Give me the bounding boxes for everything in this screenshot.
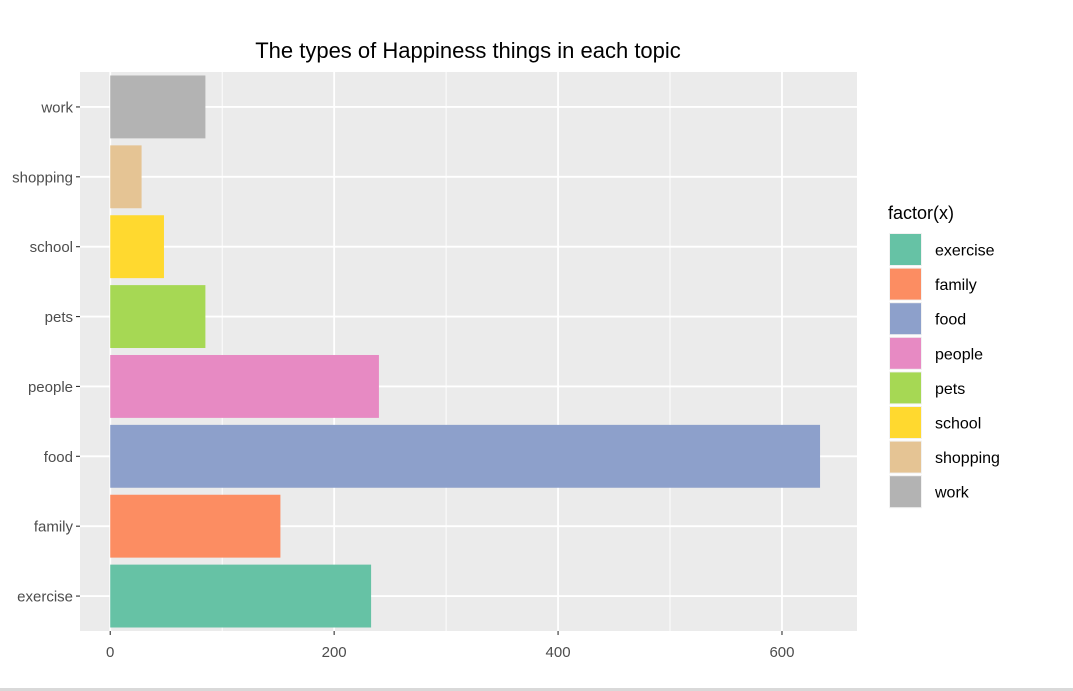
bar-shopping: [110, 145, 142, 209]
y-axis: exercise family food people pets school shoppi…: [12, 99, 80, 606]
y-tick-label: family: [34, 519, 74, 536]
legend-swatch-shopping: [890, 441, 921, 473]
y-tick-label: exercise: [17, 589, 73, 606]
x-tick-label: 600: [769, 644, 794, 661]
bar-family: [110, 494, 281, 558]
x-tick-label: 0: [106, 644, 114, 661]
legend-swatch-work: [890, 476, 921, 508]
y-tick-label: school: [30, 239, 73, 256]
legend-swatch-pets: [890, 372, 921, 404]
legend-label: family: [935, 277, 977, 294]
x-tick-label: 400: [546, 644, 571, 661]
bar-school: [110, 215, 164, 279]
y-tick-label: food: [44, 449, 73, 466]
bar-work: [110, 75, 206, 139]
legend-swatch-people: [890, 337, 921, 369]
legend-swatch-exercise: [890, 234, 921, 265]
y-tick-label: people: [28, 379, 73, 396]
bar-exercise: [110, 564, 372, 628]
legend-swatch-family: [890, 268, 921, 300]
x-axis: 0 200 400 600: [106, 631, 795, 661]
legend-label: pets: [935, 381, 965, 398]
y-tick-label: pets: [45, 309, 73, 326]
x-tick-label: 200: [322, 644, 347, 661]
legend-label: work: [934, 485, 970, 502]
legend-swatch-school: [890, 407, 921, 438]
bar-pets: [110, 285, 206, 349]
bar-food: [110, 424, 821, 488]
bars: [110, 75, 821, 628]
legend: factor(x) exercise family food people pets sc…: [888, 203, 1000, 509]
legend-title: factor(x): [888, 203, 954, 223]
legend-swatch-food: [890, 303, 921, 335]
window-bottom-border: [0, 688, 1073, 691]
legend-label: shopping: [935, 450, 1000, 467]
chart-title: The types of Happiness things in each to…: [255, 38, 681, 63]
legend-label: school: [935, 416, 981, 433]
legend-label: people: [935, 346, 983, 363]
y-tick-label: work: [40, 99, 73, 116]
bar-people: [110, 354, 379, 418]
legend-items: exercise family food people pets school shoppi…: [889, 233, 1000, 509]
legend-label: food: [935, 312, 966, 329]
y-tick-label: shopping: [12, 169, 73, 186]
legend-label: exercise: [935, 243, 995, 260]
